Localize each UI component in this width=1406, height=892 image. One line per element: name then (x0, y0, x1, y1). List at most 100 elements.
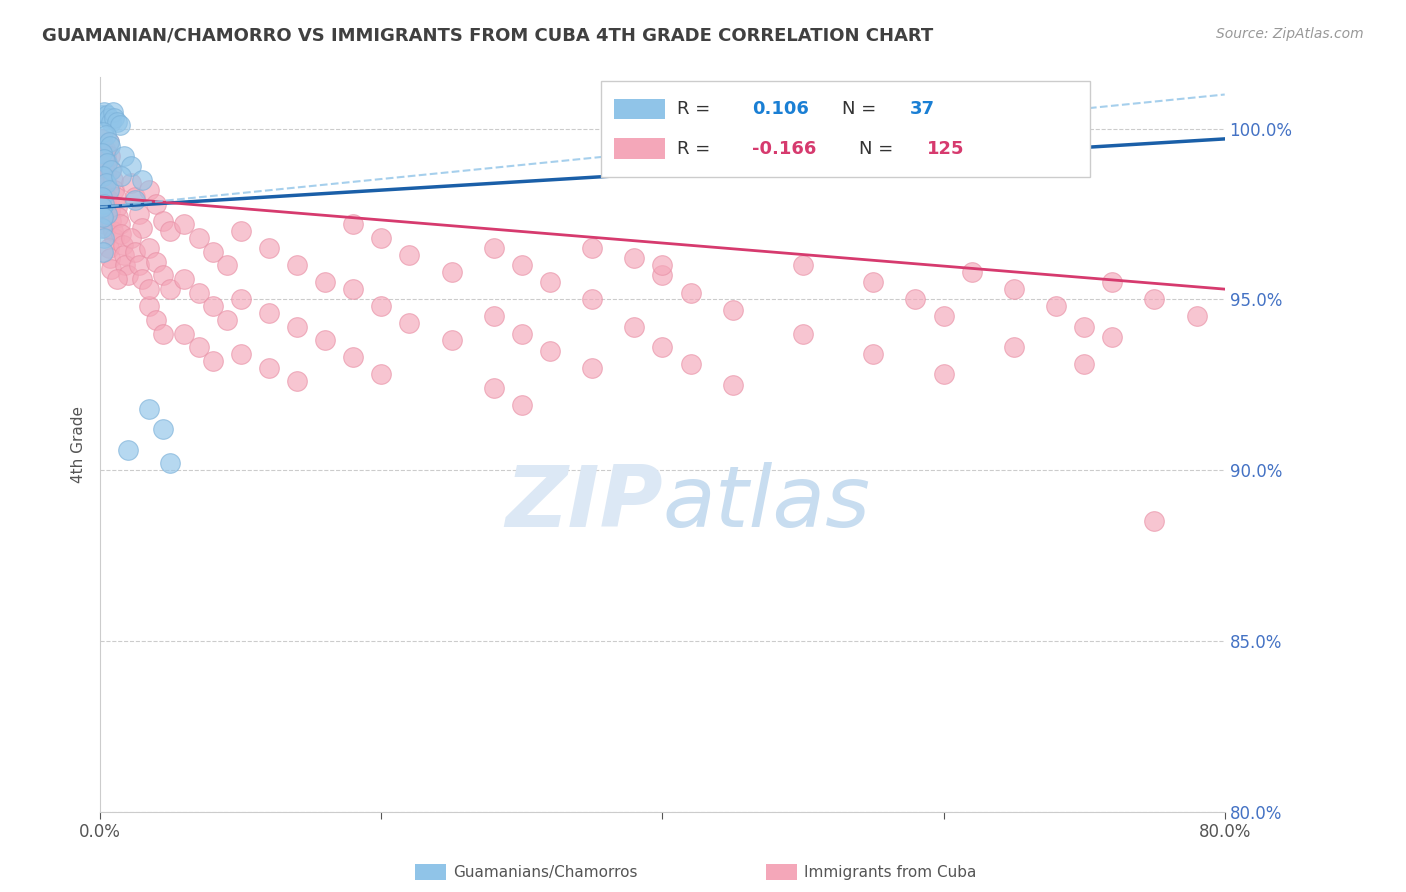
Point (792, 258, 814, 272)
Point (112, 248, 135, 262)
Point (440, 265, 463, 279)
Point (91, 220, 114, 235)
Point (440, 334, 463, 348)
Text: -0.166: -0.166 (752, 140, 817, 158)
Text: GUAMANIAN/CHAMORRO VS IMMIGRANTS FROM CUBA 4TH GRADE CORRELATION CHART: GUAMANIAN/CHAMORRO VS IMMIGRANTS FROM CU… (42, 27, 934, 45)
Point (108, 217, 131, 231)
Point (93, 186, 115, 201)
Point (114, 258, 136, 272)
Point (187, 285, 209, 300)
Point (90, 200, 112, 214)
Point (128, 207, 150, 221)
Point (91, 169, 114, 184)
Point (117, 268, 139, 283)
Point (159, 282, 181, 296)
Point (370, 231, 392, 245)
Point (138, 183, 160, 197)
Point (623, 319, 645, 334)
Text: N =: N = (842, 100, 883, 118)
Point (96, 207, 118, 221)
Point (257, 241, 280, 255)
Point (173, 326, 195, 341)
Point (103, 183, 125, 197)
Point (201, 354, 224, 368)
Point (1143, 293, 1166, 307)
Point (370, 368, 392, 382)
Point (152, 214, 174, 228)
Text: N =: N = (859, 140, 900, 158)
Point (120, 159, 142, 173)
Point (370, 299, 392, 313)
Point (90, 145, 112, 160)
Point (96, 166, 118, 180)
Point (862, 275, 884, 289)
Point (257, 360, 280, 375)
Point (285, 374, 308, 388)
Point (152, 326, 174, 341)
Point (538, 275, 561, 289)
Point (94, 217, 117, 231)
Point (651, 258, 673, 272)
Point (98, 149, 121, 163)
Point (215, 313, 238, 327)
Point (91, 203, 114, 218)
Point (96, 156, 118, 170)
Point (120, 176, 142, 190)
Point (285, 319, 308, 334)
Point (482, 310, 505, 324)
Point (510, 398, 533, 412)
Point (93, 196, 115, 211)
Text: 125: 125 (927, 140, 965, 158)
Point (101, 173, 124, 187)
Point (187, 231, 209, 245)
Point (960, 265, 983, 279)
Point (1101, 330, 1123, 344)
Point (159, 224, 181, 238)
Point (792, 326, 814, 341)
FancyBboxPatch shape (600, 81, 1090, 177)
Text: Guamanians/Chamorros: Guamanians/Chamorros (453, 865, 637, 880)
Point (510, 258, 533, 272)
Point (932, 368, 955, 382)
Point (97, 183, 120, 197)
Point (1002, 340, 1025, 354)
Y-axis label: 4th Grade: 4th Grade (72, 406, 86, 483)
FancyBboxPatch shape (614, 138, 665, 159)
Point (314, 275, 336, 289)
Point (482, 381, 505, 395)
Point (120, 231, 142, 245)
Point (1073, 319, 1095, 334)
Point (229, 347, 252, 361)
Point (342, 282, 364, 296)
Point (285, 258, 308, 272)
Point (342, 217, 364, 231)
Point (679, 357, 702, 371)
Point (398, 248, 420, 262)
Point (1002, 282, 1025, 296)
Point (1101, 275, 1123, 289)
Point (104, 190, 127, 204)
Point (1185, 310, 1208, 324)
Point (152, 268, 174, 283)
Text: Immigrants from Cuba: Immigrants from Cuba (804, 865, 977, 880)
Point (1045, 299, 1067, 313)
Point (131, 272, 153, 286)
Text: 37: 37 (910, 100, 935, 118)
Text: R =: R = (678, 100, 716, 118)
Point (117, 442, 139, 457)
Point (96, 196, 118, 211)
Point (91, 108, 114, 122)
Point (145, 196, 167, 211)
Point (138, 241, 160, 255)
Point (623, 252, 645, 266)
Point (215, 258, 238, 272)
Point (94, 176, 117, 190)
Point (93, 104, 115, 119)
Point (93, 231, 115, 245)
Point (679, 285, 702, 300)
Point (90, 132, 112, 146)
Point (201, 244, 224, 259)
Point (138, 282, 160, 296)
Point (100, 162, 122, 177)
Point (108, 118, 131, 132)
